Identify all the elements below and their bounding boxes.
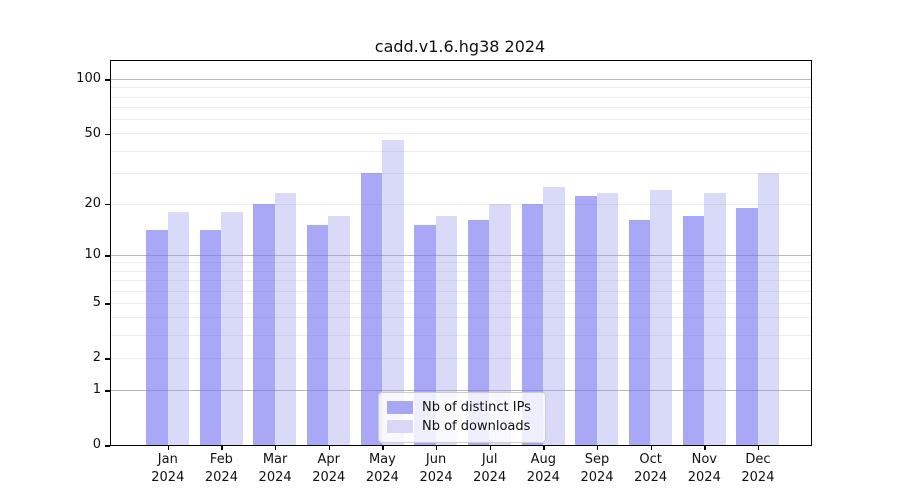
x-tick-mark-mar-2024 <box>275 445 277 451</box>
bar-nb-of-distinct-ips-jun-2024 <box>414 225 436 445</box>
legend-item-distinct-ips: Nb of distinct IPs <box>387 398 537 417</box>
gridline-minor-90 <box>111 87 811 89</box>
gridline-minor-20 <box>111 203 811 205</box>
bar-nb-of-downloads-dec-2024 <box>757 172 780 445</box>
gridline-minor-7 <box>111 280 811 282</box>
legend-label-distinct-ips: Nb of distinct IPs <box>422 400 531 415</box>
legend-swatch-downloads <box>387 420 413 433</box>
x-tick-mark-jan-2024 <box>167 445 170 451</box>
legend-item-downloads: Nb of downloads <box>387 417 537 436</box>
x-tick-mark-feb-2024 <box>221 445 223 451</box>
bar-nb-of-downloads-may-2024 <box>382 139 404 445</box>
gridline-minor-2 <box>111 357 811 359</box>
x-tick-label-jul-2024: Jul 2024 <box>473 452 507 485</box>
x-tick-mark-apr-2024 <box>328 445 331 451</box>
gridline-minor-3 <box>111 335 811 337</box>
y-tick-label-20: 20 <box>84 195 101 211</box>
bar-nb-of-distinct-ips-dec-2024 <box>736 207 758 445</box>
bar-nb-of-distinct-ips-jul-2024 <box>467 220 490 445</box>
y-tick-label-1: 1 <box>92 382 101 398</box>
x-tick-mark-jun-2024 <box>436 445 438 451</box>
x-tick-label-feb-2024: Feb 2024 <box>204 452 238 485</box>
y-tick-label-0: 0 <box>92 437 101 453</box>
x-tick-label-may-2024: May 2024 <box>365 452 399 485</box>
x-tick-mark-oct-2024 <box>650 445 652 451</box>
x-tick-label-mar-2024: Mar 2024 <box>258 452 292 485</box>
bar-nb-of-distinct-ips-nov-2024 <box>682 215 704 445</box>
bar-nb-of-distinct-ips-oct-2024 <box>628 220 651 445</box>
bar-nb-of-downloads-sep-2024 <box>596 193 619 445</box>
x-tick-mark-nov-2024 <box>704 445 706 451</box>
x-tick-label-nov-2024: Nov 2024 <box>687 452 721 485</box>
legend-swatch-distinct-ips <box>387 401 413 414</box>
bar-nb-of-downloads-feb-2024 <box>221 211 243 445</box>
x-tick-label-oct-2024: Oct 2024 <box>634 452 668 485</box>
y-tick-mark-20 <box>105 203 110 206</box>
y-tick-label-50: 50 <box>84 125 101 141</box>
y-tick-mark-1 <box>105 390 110 392</box>
gridline-major-100 <box>111 79 811 81</box>
legend-label-downloads: Nb of downloads <box>422 419 531 434</box>
gridline-minor-5 <box>111 302 811 304</box>
x-tick-label-jun-2024: Jun 2024 <box>419 452 453 485</box>
x-tick-label-sep-2024: Sep 2024 <box>580 452 614 485</box>
y-tick-label-10: 10 <box>84 247 101 263</box>
bar-nb-of-distinct-ips-feb-2024 <box>199 230 222 445</box>
bar-nb-of-distinct-ips-sep-2024 <box>575 196 597 445</box>
plot-area: Nb of distinct IPs Nb of downloads <box>110 60 812 446</box>
bar-nb-of-distinct-ips-mar-2024 <box>253 203 275 445</box>
x-tick-mark-sep-2024 <box>597 445 599 451</box>
x-tick-mark-dec-2024 <box>757 445 760 451</box>
bar-nb-of-downloads-jul-2024 <box>489 203 511 445</box>
bar-nb-of-distinct-ips-aug-2024 <box>521 203 544 445</box>
bar-nb-of-downloads-nov-2024 <box>704 193 726 445</box>
x-tick-label-apr-2024: Apr 2024 <box>312 452 346 485</box>
gridline-minor-40 <box>111 150 811 152</box>
bar-nb-of-downloads-jan-2024 <box>167 211 189 445</box>
gridline-minor-30 <box>111 172 811 174</box>
y-tick-mark-100 <box>105 79 110 81</box>
bar-nb-of-distinct-ips-jan-2024 <box>146 230 168 445</box>
y-tick-label-2: 2 <box>92 350 101 366</box>
gridline-minor-4 <box>111 317 811 319</box>
chart-title: cadd.v1.6.hg38 2024 <box>374 37 546 56</box>
x-tick-mark-aug-2024 <box>543 445 545 451</box>
y-tick-mark-10 <box>105 255 110 257</box>
gridline-major-10 <box>111 254 811 256</box>
y-tick-label-5: 5 <box>92 295 101 311</box>
y-tick-mark-2 <box>105 358 110 360</box>
y-tick-mark-5 <box>105 303 110 305</box>
bar-nb-of-downloads-oct-2024 <box>650 189 672 445</box>
y-tick-mark-50 <box>105 133 110 135</box>
bar-nb-of-downloads-jun-2024 <box>435 215 458 445</box>
bar-nb-of-downloads-apr-2024 <box>328 215 350 445</box>
x-tick-mark-jul-2024 <box>489 445 491 451</box>
bar-nb-of-distinct-ips-apr-2024 <box>306 225 329 445</box>
y-tick-mark-0 <box>105 445 110 447</box>
gridline-minor-70 <box>111 107 811 109</box>
gridline-major-1 <box>111 390 811 392</box>
gridline-minor-60 <box>111 119 811 121</box>
bar-nb-of-distinct-ips-may-2024 <box>360 172 383 445</box>
x-tick-mark-may-2024 <box>382 445 384 451</box>
x-tick-label-dec-2024: Dec 2024 <box>741 452 775 485</box>
legend: Nb of distinct IPs Nb of downloads <box>378 392 546 443</box>
gridline-minor-8 <box>111 270 811 272</box>
x-tick-label-jan-2024: Jan 2024 <box>151 452 185 485</box>
gridline-minor-50 <box>111 133 811 135</box>
gridline-minor-6 <box>111 290 811 292</box>
bar-nb-of-downloads-mar-2024 <box>274 193 297 445</box>
y-tick-label-100: 100 <box>76 71 101 87</box>
gridline-minor-9 <box>111 262 811 264</box>
bar-nb-of-downloads-aug-2024 <box>543 186 565 445</box>
x-tick-label-aug-2024: Aug 2024 <box>526 452 560 485</box>
gridline-minor-80 <box>111 96 811 98</box>
